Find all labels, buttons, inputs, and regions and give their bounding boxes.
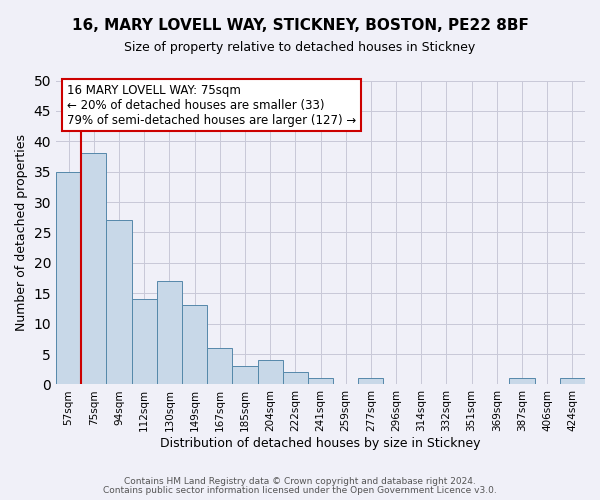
Bar — [358, 378, 383, 384]
Bar — [81, 154, 106, 384]
Text: Contains public sector information licensed under the Open Government Licence v3: Contains public sector information licen… — [103, 486, 497, 495]
Bar — [106, 220, 131, 384]
Text: Contains HM Land Registry data © Crown copyright and database right 2024.: Contains HM Land Registry data © Crown c… — [124, 477, 476, 486]
X-axis label: Distribution of detached houses by size in Stickney: Distribution of detached houses by size … — [160, 437, 481, 450]
Bar — [56, 172, 81, 384]
Text: 16 MARY LOVELL WAY: 75sqm
← 20% of detached houses are smaller (33)
79% of semi-: 16 MARY LOVELL WAY: 75sqm ← 20% of detac… — [67, 84, 356, 126]
Y-axis label: Number of detached properties: Number of detached properties — [15, 134, 28, 331]
Text: Size of property relative to detached houses in Stickney: Size of property relative to detached ho… — [124, 41, 476, 54]
Bar — [182, 306, 207, 384]
Bar — [560, 378, 585, 384]
Bar — [509, 378, 535, 384]
Bar — [283, 372, 308, 384]
Text: 16, MARY LOVELL WAY, STICKNEY, BOSTON, PE22 8BF: 16, MARY LOVELL WAY, STICKNEY, BOSTON, P… — [71, 18, 529, 32]
Bar — [207, 348, 232, 385]
Bar — [257, 360, 283, 384]
Bar — [131, 300, 157, 384]
Bar — [157, 281, 182, 384]
Bar — [232, 366, 257, 384]
Bar — [308, 378, 333, 384]
